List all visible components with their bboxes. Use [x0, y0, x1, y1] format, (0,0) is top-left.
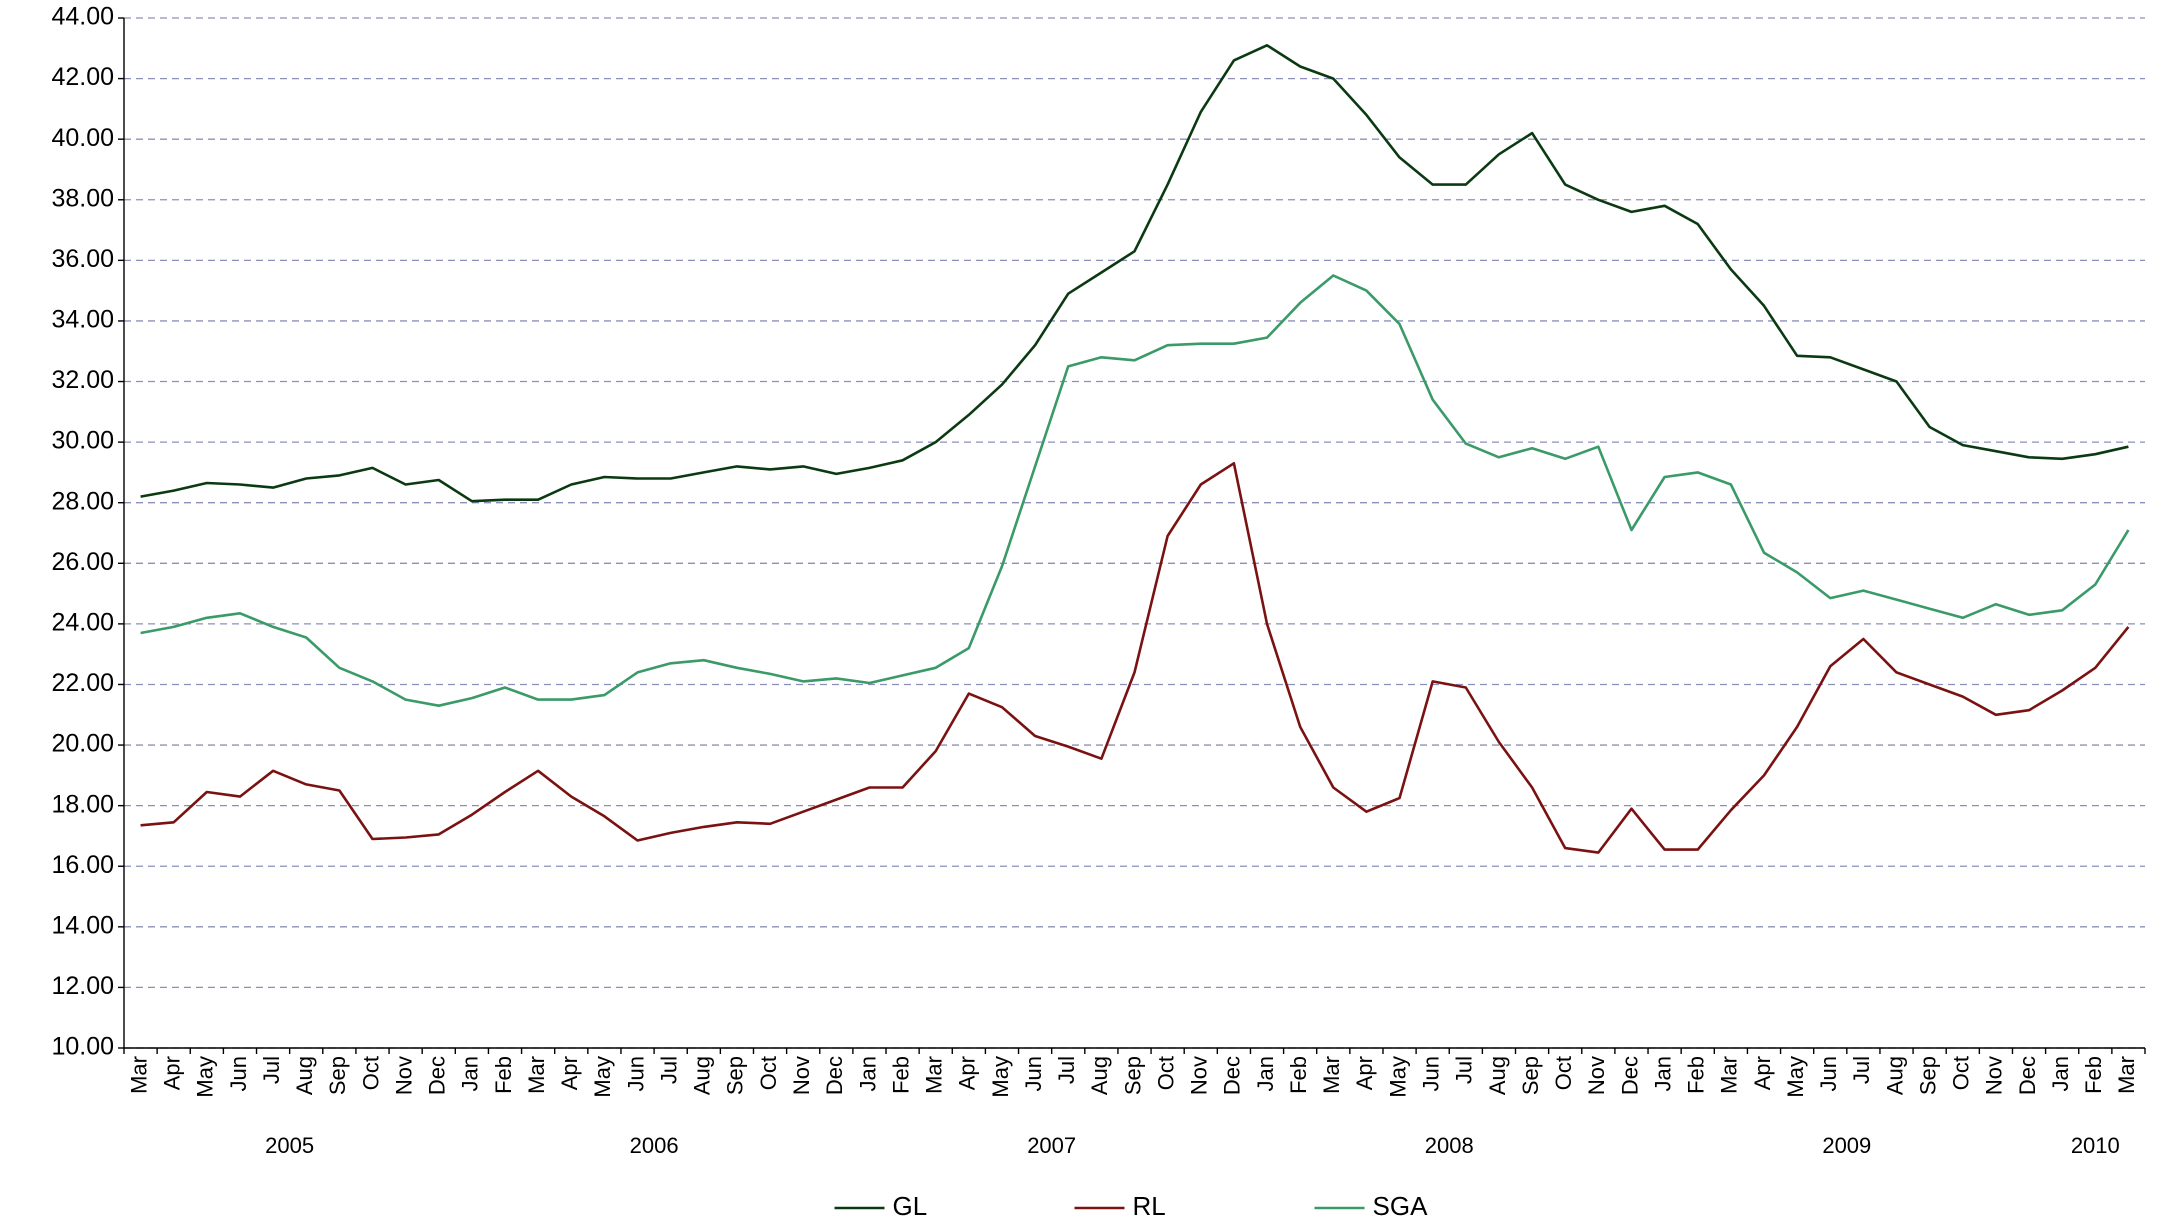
x-tick-label: May: [590, 1056, 615, 1098]
x-tick-label: Dec: [1220, 1056, 1245, 1095]
y-tick-label: 34.00: [51, 306, 114, 334]
x-tick-label: Apr: [1750, 1056, 1775, 1090]
x-tick-label: Sep: [1120, 1056, 1145, 1095]
x-tick-label: Sep: [1915, 1056, 1940, 1095]
x-tick-label: Mar: [126, 1056, 151, 1094]
x-tick-label: May: [1385, 1056, 1410, 1098]
x-tick-label: Feb: [1684, 1056, 1709, 1094]
y-tick-label: 32.00: [51, 366, 114, 394]
x-tick-label: Jan: [2048, 1056, 2073, 1091]
x-tick-label: Feb: [2081, 1056, 2106, 1094]
x-tick-label: Nov: [391, 1056, 416, 1095]
x-tick-label: Jul: [656, 1056, 681, 1084]
legend-label: SGA: [1373, 1191, 1429, 1221]
x-group-label: 2007: [1027, 1133, 1076, 1158]
y-tick-label: 44.00: [51, 3, 114, 31]
y-tick-label: 22.00: [51, 669, 114, 697]
x-tick-label: Jan: [1253, 1056, 1278, 1091]
y-tick-label: 14.00: [51, 911, 114, 939]
x-tick-label: Apr: [160, 1056, 185, 1090]
x-tick-label: Jun: [1418, 1056, 1443, 1091]
y-tick-label: 18.00: [51, 790, 114, 818]
x-tick-label: Jul: [1054, 1056, 1079, 1084]
x-tick-label: Nov: [1982, 1056, 2007, 1095]
x-tick-label: Dec: [425, 1056, 450, 1095]
x-tick-label: Oct: [358, 1056, 383, 1090]
x-tick-label: Aug: [1485, 1056, 1510, 1095]
y-tick-label: 16.00: [51, 851, 114, 879]
x-tick-label: Jan: [1650, 1056, 1675, 1091]
x-tick-label: May: [1783, 1056, 1808, 1098]
x-tick-label: Dec: [822, 1056, 847, 1095]
x-group-label: 2009: [1822, 1133, 1871, 1158]
x-tick-label: Mar: [1319, 1056, 1344, 1094]
x-tick-label: Sep: [1518, 1056, 1543, 1095]
x-group-label: 2008: [1425, 1133, 1474, 1158]
x-tick-label: May: [193, 1056, 218, 1098]
x-tick-label: Mar: [2114, 1056, 2139, 1094]
y-tick-label: 20.00: [51, 730, 114, 758]
y-tick-label: 12.00: [51, 972, 114, 1000]
x-tick-label: Sep: [325, 1056, 350, 1095]
x-tick-label: Jun: [1816, 1056, 1841, 1091]
series-line: [140, 462, 2130, 854]
x-tick-label: Feb: [491, 1056, 516, 1094]
x-tick-label: Apr: [955, 1056, 980, 1090]
x-tick-label: Oct: [1949, 1056, 1974, 1090]
x-tick-label: Jun: [623, 1056, 648, 1091]
x-tick-label: Jun: [1021, 1056, 1046, 1091]
x-tick-label: Jul: [1452, 1056, 1477, 1084]
x-tick-label: Oct: [756, 1056, 781, 1090]
y-tick-label: 24.00: [51, 608, 114, 636]
x-tick-label: Jul: [259, 1056, 284, 1084]
y-tick-label: 30.00: [51, 427, 114, 455]
y-tick-label: 10.00: [51, 1033, 114, 1061]
x-tick-label: Aug: [292, 1056, 317, 1095]
y-tick-label: 36.00: [51, 245, 114, 273]
x-tick-label: Apr: [557, 1056, 582, 1090]
x-tick-label: Apr: [1352, 1056, 1377, 1090]
x-tick-label: Mar: [524, 1056, 549, 1094]
x-tick-label: Feb: [888, 1056, 913, 1094]
x-tick-label: Dec: [2015, 1056, 2040, 1095]
x-tick-label: Jun: [226, 1056, 251, 1091]
x-group-label: 2005: [265, 1133, 314, 1158]
y-tick-label: 42.00: [51, 63, 114, 91]
x-tick-label: Jan: [458, 1056, 483, 1091]
x-tick-label: Aug: [1882, 1056, 1907, 1095]
x-tick-label: Nov: [1187, 1056, 1212, 1095]
legend-label: RL: [1133, 1191, 1166, 1221]
x-tick-label: Feb: [1286, 1056, 1311, 1094]
x-tick-label: Mar: [1717, 1056, 1742, 1094]
x-tick-label: Dec: [1617, 1056, 1642, 1095]
x-tick-label: Oct: [1153, 1056, 1178, 1090]
series-line: [140, 274, 2130, 707]
x-tick-label: Nov: [789, 1056, 814, 1095]
x-tick-label: Jul: [1849, 1056, 1874, 1084]
x-tick-label: May: [988, 1056, 1013, 1098]
y-tick-label: 28.00: [51, 487, 114, 515]
x-tick-label: Sep: [723, 1056, 748, 1095]
x-group-label: 2006: [630, 1133, 679, 1158]
x-tick-label: Nov: [1584, 1056, 1609, 1095]
y-tick-label: 38.00: [51, 184, 114, 212]
x-tick-label: Jan: [855, 1056, 880, 1091]
y-tick-label: 40.00: [51, 124, 114, 152]
x-tick-label: Mar: [922, 1056, 947, 1094]
series-line: [140, 44, 2129, 503]
x-group-label: 2010: [2071, 1133, 2120, 1158]
legend-label: GL: [893, 1191, 928, 1221]
x-tick-label: Aug: [1087, 1056, 1112, 1095]
x-tick-label: Oct: [1551, 1056, 1576, 1090]
x-tick-label: Aug: [690, 1056, 715, 1095]
y-tick-label: 26.00: [51, 548, 114, 576]
